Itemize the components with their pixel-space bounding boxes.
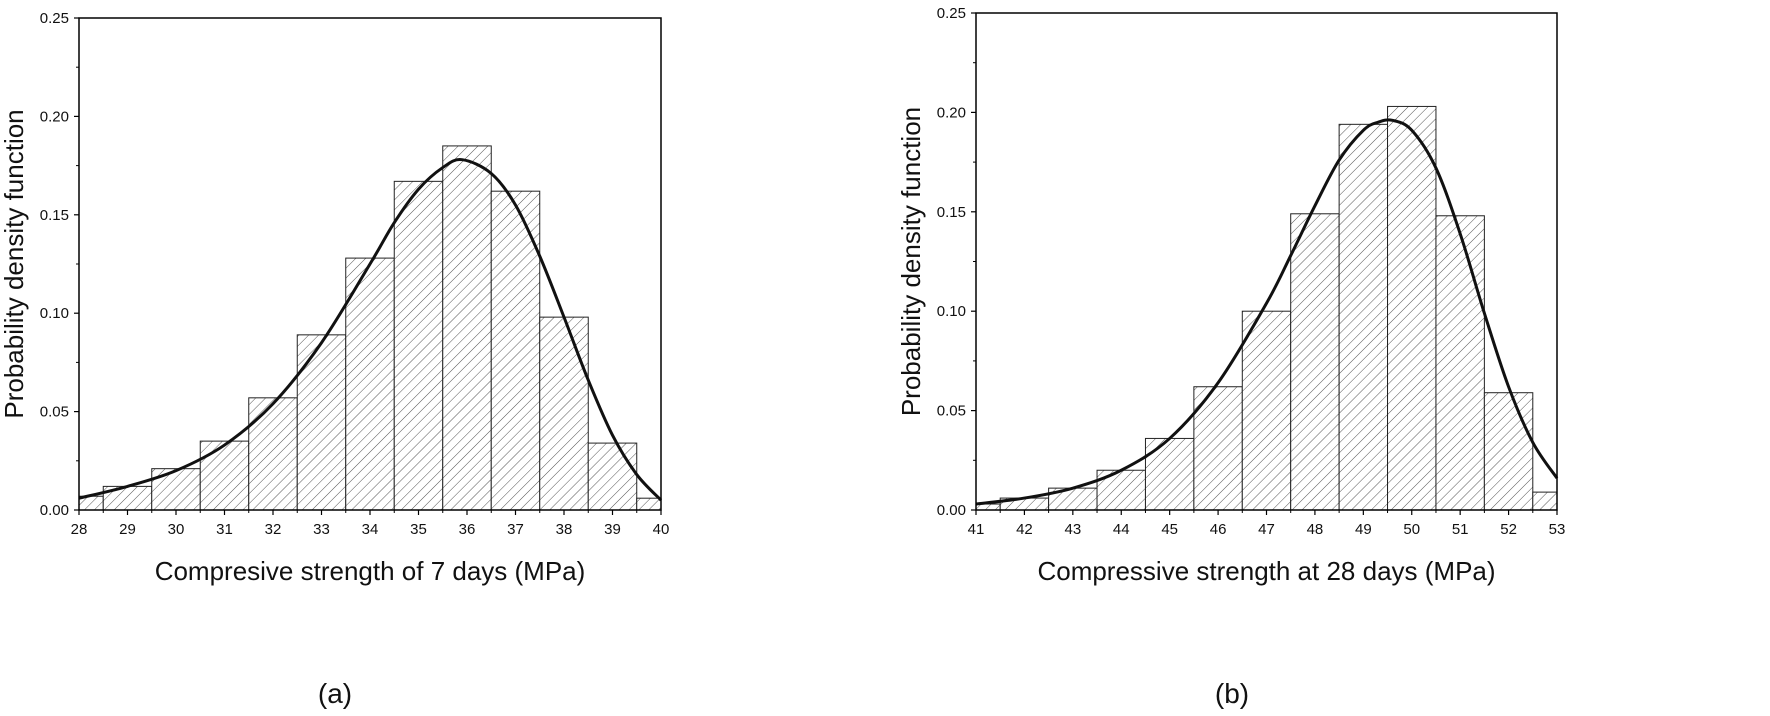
x-tick-label-a-11: 39 (604, 521, 621, 538)
bar-a-2 (151, 468, 201, 511)
x-tick-label-a-3: 31 (216, 521, 233, 538)
bar-b-4 (1144, 437, 1195, 511)
x-tick-label-b-4: 45 (1161, 521, 1178, 538)
y-tick-label-a-1: 0.05 (40, 404, 69, 421)
x-tick-label-b-5: 46 (1210, 521, 1227, 538)
x-tick-label-b-6: 47 (1258, 521, 1275, 538)
x-tick-label-b-2: 43 (1064, 521, 1081, 538)
x-tick-label-a-10: 38 (556, 521, 573, 538)
histogram-chart-b: 41 42 43 44 45 46 47 48 49 50 51 52 53 0.000.050.100… (896, 5, 1565, 709)
y-tick-label-a-0: 0.00 (40, 502, 69, 519)
x-tick-label-a-7: 35 (410, 521, 427, 538)
x-tick-label-a-5: 33 (313, 521, 330, 538)
bar-b-3 (1096, 469, 1146, 511)
bar-b-10 (1435, 215, 1485, 511)
y-axis-label-b: Probability density function (896, 107, 926, 416)
x-tick-label-b-7: 48 (1307, 521, 1324, 538)
x-tick-label-a-9: 37 (507, 521, 524, 538)
x-tick-label-b-1: 42 (1016, 521, 1033, 538)
bar-a-8 (442, 145, 492, 511)
bar-b-11 (1483, 392, 1534, 511)
x-ticks-a: 28 29 30 31 32 33 34 35 36 37 38 39 40 (71, 510, 670, 538)
bar-b-8 (1338, 123, 1389, 511)
x-tick-label-a-12: 40 (653, 521, 670, 538)
bar-a-3 (199, 440, 250, 511)
x-tick-label-a-1: 29 (119, 521, 136, 538)
density-curve-a (78, 158, 663, 502)
bar-a-6 (345, 257, 395, 511)
y-tick-label-b-2: 0.10 (937, 303, 966, 320)
y-ticks-b: 0.00 0.05 0.10 0.15 0.20 0.25 (937, 5, 976, 519)
bar-a-12 (636, 497, 662, 511)
y-tick-label-b-1: 0.05 (937, 403, 966, 420)
x-axis-label-a: Compresive strength of 7 days (MPa) (155, 556, 586, 586)
y-tick-label-a-5: 0.25 (40, 10, 69, 27)
x-tick-label-b-11: 52 (1500, 521, 1517, 538)
x-tick-label-a-4: 32 (265, 521, 282, 538)
density-curve-b (975, 118, 1559, 506)
x-tick-label-b-9: 50 (1403, 521, 1420, 538)
bar-a-11 (587, 442, 638, 511)
x-tick-label-a-6: 34 (362, 521, 379, 538)
y-ticks-a: 0.00 0.05 0.10 0.15 0.20 0.25 (40, 10, 79, 519)
x-tick-label-b-10: 51 (1452, 521, 1469, 538)
x-tick-label-a-0: 28 (71, 521, 88, 538)
bar-b-9 (1387, 105, 1437, 511)
bar-b-12 (1532, 491, 1558, 511)
bars-b (975, 105, 1558, 511)
bar-b-5 (1193, 386, 1243, 511)
bar-b-7 (1290, 213, 1340, 511)
x-tick-label-b-12: 53 (1549, 521, 1566, 538)
y-tick-label-b-4: 0.20 (937, 104, 966, 121)
caption-a: (a) (318, 678, 352, 709)
histogram-chart-a: 28 29 30 31 32 33 34 35 36 37 38 39 40 0.000.050.100… (0, 10, 669, 709)
x-tick-label-b-8: 49 (1355, 521, 1372, 538)
bar-a-10 (539, 316, 589, 511)
x-tick-label-a-8: 36 (459, 521, 476, 538)
y-tick-label-b-0: 0.00 (937, 502, 966, 519)
x-tick-label-b-0: 41 (968, 521, 985, 538)
bar-a-5 (296, 334, 347, 511)
x-axis-label-b: Compressive strength at 28 days (MPa) (1037, 556, 1495, 586)
bars-a (78, 145, 662, 511)
x-tick-label-b-3: 44 (1113, 521, 1130, 538)
y-tick-label-a-3: 0.15 (40, 207, 69, 224)
y-tick-label-a-2: 0.10 (40, 305, 69, 322)
y-axis-label-a: Probability density function (0, 109, 29, 418)
y-tick-label-b-3: 0.15 (937, 204, 966, 221)
caption-b: (b) (1215, 678, 1249, 709)
x-ticks-b: 41 42 43 44 45 46 47 48 49 50 51 52 53 (968, 510, 1566, 538)
bar-a-7 (393, 180, 444, 511)
bar-b-6 (1241, 310, 1292, 511)
bar-a-4 (248, 397, 298, 511)
x-tick-label-a-2: 30 (168, 521, 185, 538)
y-tick-label-a-4: 0.20 (40, 108, 69, 125)
y-tick-label-b-5: 0.25 (937, 5, 966, 22)
